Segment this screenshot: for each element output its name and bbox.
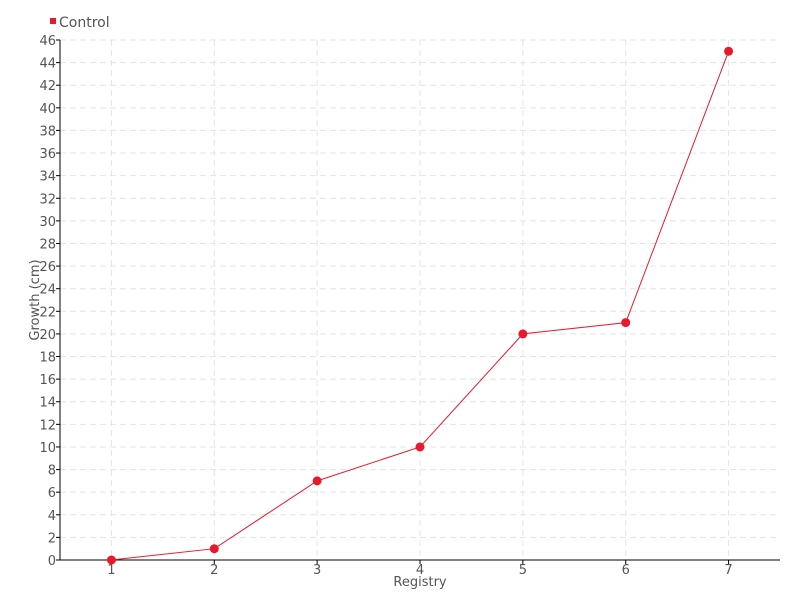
data-point [312,476,322,486]
legend[interactable]: Control [50,15,110,31]
x-tick-label: 3 [313,563,321,578]
x-axis-label: Registry [393,575,447,590]
y-tick-label: 36 [39,147,56,162]
y-tick-label: 42 [39,79,56,94]
data-point [518,329,528,339]
y-ticks: 0246810121416182022242628303234363840424… [39,34,60,569]
y-tick-label: 34 [39,170,56,185]
y-tick-label: 16 [39,373,56,388]
y-tick-label: 46 [39,34,56,49]
y-tick-label: 24 [39,283,56,298]
y-tick-label: 14 [39,396,56,411]
data-point [106,555,116,565]
y-tick-label: 22 [39,305,56,320]
data-point [415,442,425,452]
grid [60,39,780,560]
y-tick-label: 12 [39,418,56,433]
y-tick-label: 32 [39,192,56,207]
y-tick-label: 8 [48,464,56,479]
data-point [724,46,734,56]
y-tick-label: 6 [48,486,56,501]
data-point [209,544,219,554]
y-tick-label: 18 [39,351,56,366]
legend-label: Control [59,15,110,31]
legend-swatch [50,18,56,24]
y-tick-label: 20 [39,328,56,343]
x-tick-label: 2 [210,563,218,578]
y-tick-label: 40 [39,102,56,117]
x-tick-label: 1 [107,563,115,578]
x-tick-label: 7 [724,563,732,578]
y-tick-label: 0 [48,554,56,569]
y-tick-label: 30 [39,215,56,230]
y-tick-label: 10 [39,441,56,456]
series [106,46,734,565]
y-tick-label: 44 [39,57,56,72]
y-tick-label: 28 [39,237,56,252]
data-point [621,318,631,328]
y-tick-label: 26 [39,260,56,275]
y-tick-label: 4 [48,509,56,524]
y-tick-label: 2 [48,531,56,546]
y-axis-label: Growth (cm) [28,259,43,340]
x-tick-label: 5 [519,563,527,578]
y-tick-label: 38 [39,124,56,139]
x-tick-label: 6 [622,563,630,578]
x-tick-label: 4 [416,563,424,578]
